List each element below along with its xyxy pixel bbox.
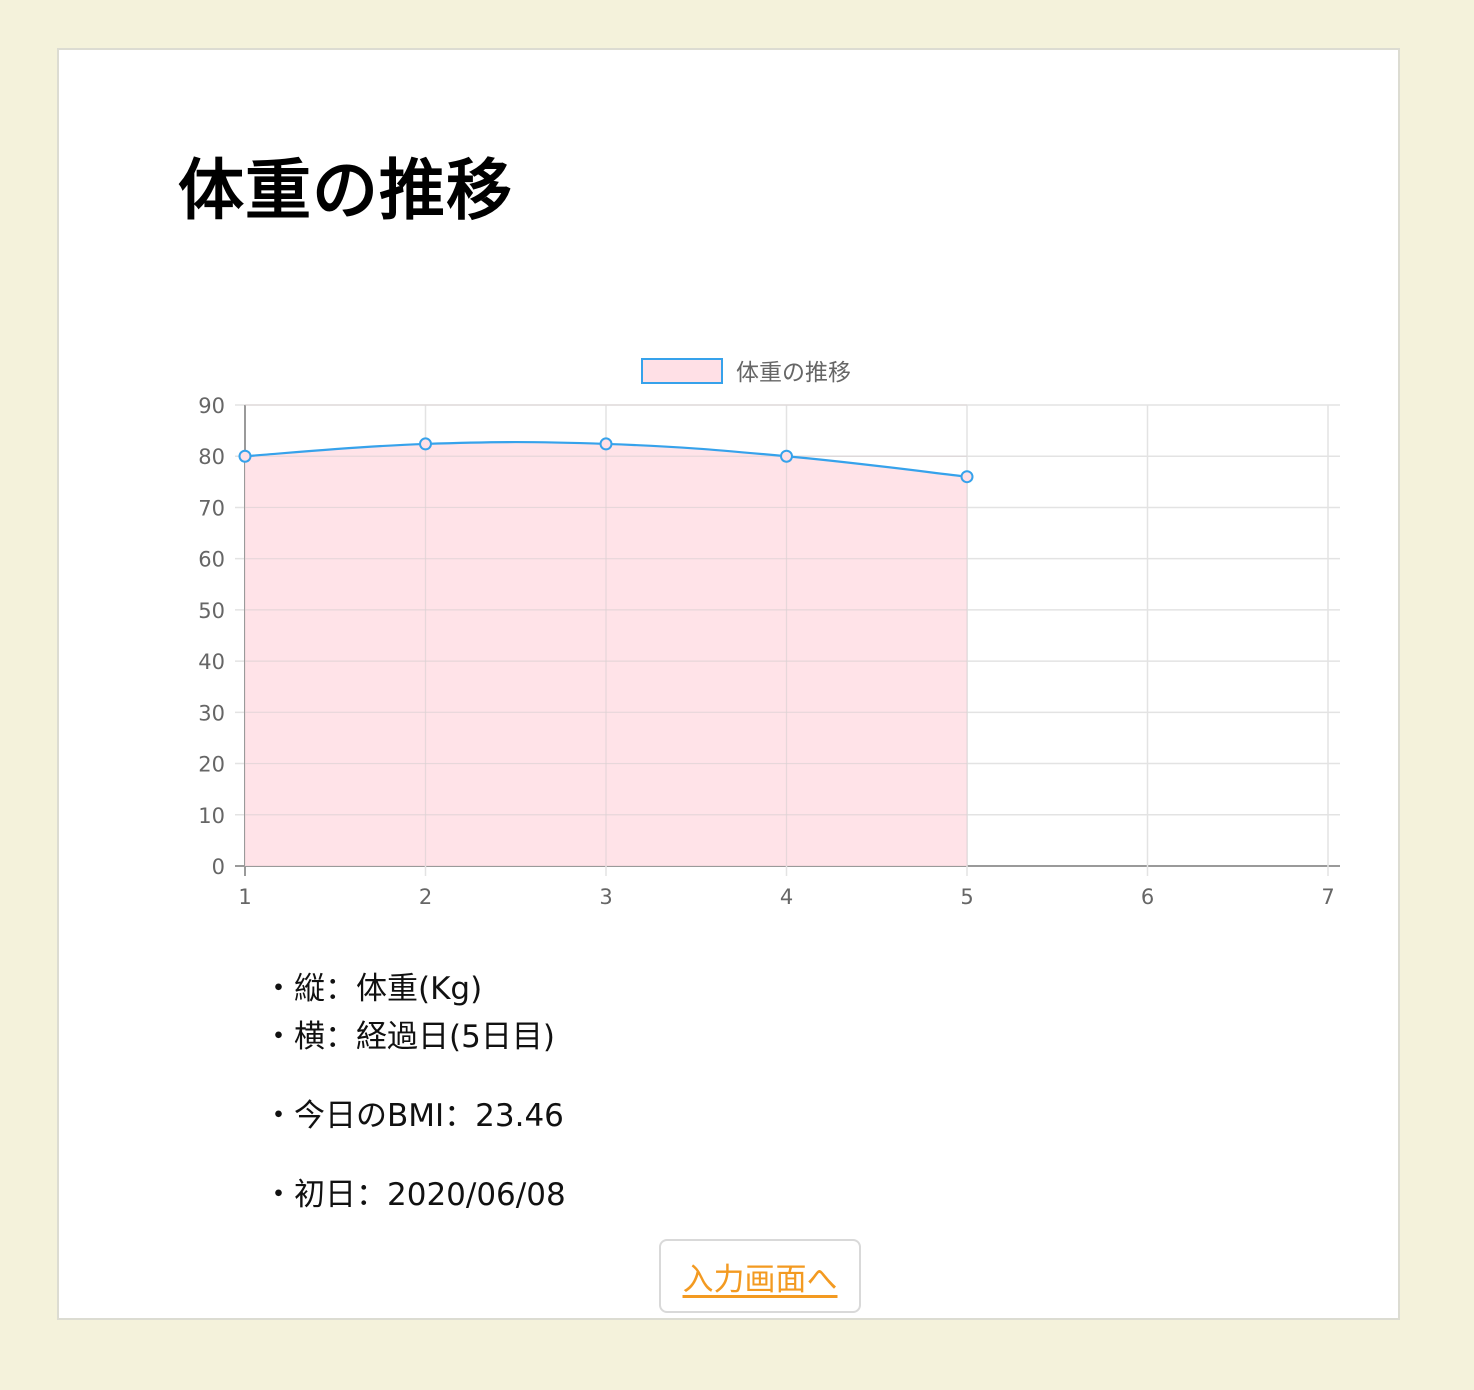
- y-tick-label: 80: [198, 445, 225, 469]
- y-tick-label: 40: [198, 650, 225, 674]
- page-title: 体重の推移: [178, 152, 513, 229]
- y-tick-label: 70: [198, 496, 225, 520]
- y-tick-label: 60: [198, 548, 225, 572]
- back-to-input-link[interactable]: 入力画面へ: [682, 1261, 838, 1298]
- vertical-axis-note: ・縦：体重(Kg): [263, 971, 483, 1007]
- bmi-note: ・今日のBMI：23.46: [263, 1098, 564, 1134]
- x-tick-label: 1: [238, 885, 251, 909]
- x-tick-label: 2: [419, 885, 432, 909]
- horizontal-axis-note: ・横：経過日(5日目): [263, 1019, 555, 1055]
- data-point: [419, 437, 432, 451]
- y-tick-label: 20: [198, 753, 225, 777]
- x-tick-label: 4: [780, 885, 793, 909]
- legend-swatch: [641, 358, 723, 384]
- data-point: [960, 470, 974, 484]
- y-tick-label: 30: [198, 701, 225, 725]
- x-tick-label: 6: [1141, 885, 1154, 909]
- y-tick-label: 10: [198, 804, 225, 828]
- weight-chart: 0 10 20 30 40 50 60 70 80 90 1 2 3 4 5 6 7 体重の推移: [198, 358, 1340, 909]
- data-point: [599, 437, 613, 451]
- y-tick-label: 50: [198, 599, 225, 623]
- chart-notes: ・縦：体重(Kg) ・横：経過日(5日目) ・今日のBMI：23.46 ・初日：…: [263, 965, 566, 1219]
- x-tick-label: 7: [1321, 885, 1334, 909]
- data-point: [238, 449, 252, 463]
- legend-label: 体重の推移: [736, 360, 851, 386]
- x-tick-label: 3: [599, 885, 612, 909]
- first-day-note: ・初日：2020/06/08: [263, 1177, 566, 1213]
- data-point: [780, 449, 793, 463]
- back-to-input-button[interactable]: 入力画面へ: [659, 1239, 861, 1313]
- y-tick-label: 0: [212, 855, 225, 879]
- x-tick-label: 5: [960, 885, 973, 909]
- y-tick-label: 90: [198, 394, 225, 418]
